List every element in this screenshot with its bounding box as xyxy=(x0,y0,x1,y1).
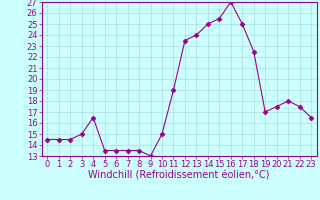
X-axis label: Windchill (Refroidissement éolien,°C): Windchill (Refroidissement éolien,°C) xyxy=(88,171,270,181)
